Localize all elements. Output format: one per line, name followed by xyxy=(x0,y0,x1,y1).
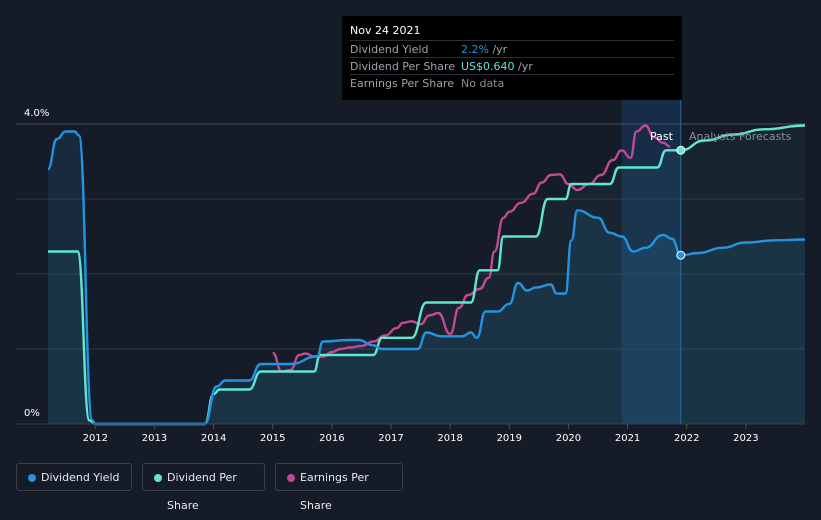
legend-item-dividend-yield[interactable]: Dividend Yield xyxy=(16,463,132,491)
y-axis-top-label: 4.0% xyxy=(24,108,49,119)
x-tick-label: 2013 xyxy=(142,433,167,444)
x-tick-label: 2012 xyxy=(83,433,108,444)
y-axis-bottom-label: 0% xyxy=(24,408,40,419)
x-tick-label: 2018 xyxy=(437,433,462,444)
dividend-per-share-marker xyxy=(676,145,686,155)
legend-item-earnings-per-share[interactable]: Earnings Per Share xyxy=(275,463,403,512)
tooltip-row-dividend-yield: Dividend Yield 2.2% /yr xyxy=(350,40,674,58)
legend-dot-icon xyxy=(28,474,36,482)
x-tick-label: 2019 xyxy=(497,433,522,444)
forecast-label: Analysts Forecasts xyxy=(689,130,792,143)
tooltip: Nov 24 2021 Dividend Yield 2.2% /yr Divi… xyxy=(342,16,682,100)
legend-label: Dividend Yield xyxy=(41,471,120,484)
x-tick-label: 2016 xyxy=(319,433,344,444)
dividend-yield-area xyxy=(48,131,805,424)
tooltip-row-earnings-per-share: Earnings Per Share No data xyxy=(350,74,674,92)
x-tick-label: 2017 xyxy=(378,433,403,444)
tooltip-label: Earnings Per Share xyxy=(350,77,455,90)
dividend-per-share-area xyxy=(48,125,805,424)
x-tick-label: 2014 xyxy=(201,433,226,444)
x-axis-ticks: 2012 2013 2014 2015 2016 2017 2018 2019 2020 2021… xyxy=(83,424,759,444)
tooltip-date: Nov 24 2021 xyxy=(350,24,421,37)
tooltip-label: Dividend Yield xyxy=(350,43,429,56)
x-tick-label: 2022 xyxy=(674,433,699,444)
tooltip-value: US$0.640 /yr xyxy=(461,60,533,73)
legend-dot-icon xyxy=(154,474,162,482)
legend-item-dividend-per-share[interactable]: Dividend Per Share xyxy=(142,463,265,512)
x-tick-label: 2021 xyxy=(615,433,640,444)
x-tick-label: 2023 xyxy=(733,433,758,444)
tooltip-label: Dividend Per Share xyxy=(350,60,456,73)
dividend-chart: 2012 2013 2014 2015 2016 2017 2018 2019 2020 2021… xyxy=(16,100,806,444)
x-tick-label: 2015 xyxy=(260,433,285,444)
tooltip-unit: /yr xyxy=(514,60,533,73)
tooltip-unit: /yr xyxy=(488,43,508,56)
tooltip-value-number: 2.2% xyxy=(461,43,489,56)
x-tick-label: 2020 xyxy=(556,433,581,444)
legend-dot-icon xyxy=(287,474,295,482)
tooltip-value: 2.2% /yr xyxy=(461,43,507,56)
tooltip-value-number: No data xyxy=(461,77,505,90)
past-label: Past xyxy=(650,130,673,143)
tooltip-value-number: US$0.640 xyxy=(461,60,515,73)
dividend-yield-marker xyxy=(676,250,686,260)
tooltip-row-dividend-per-share: Dividend Per Share US$0.640 /yr xyxy=(350,57,674,75)
tooltip-value: No data xyxy=(461,77,504,90)
